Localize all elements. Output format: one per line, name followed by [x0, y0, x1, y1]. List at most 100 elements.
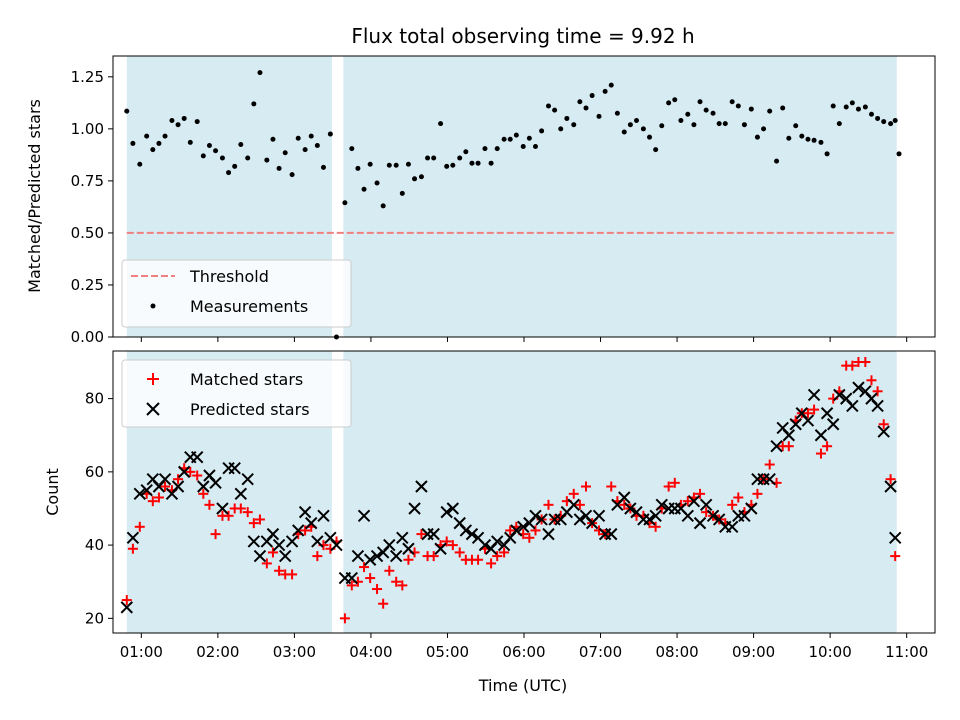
measurement-point — [418, 174, 424, 180]
measurement-point — [647, 134, 653, 140]
matched-star-point — [300, 525, 311, 536]
predicted-star-point — [434, 542, 447, 555]
predicted-star-point — [266, 527, 280, 541]
predicted-stars-points — [120, 381, 902, 614]
measurement-point — [710, 110, 716, 116]
x-axis-label: Time (UTC) — [478, 676, 567, 695]
measurement-point — [621, 129, 627, 135]
measurement-point — [232, 163, 238, 169]
measurement-point — [552, 107, 558, 113]
matched-star-point — [505, 525, 516, 536]
measurement-point — [295, 135, 301, 141]
matched-star-point — [669, 477, 680, 488]
measurement-point — [716, 121, 722, 127]
measurement-point — [469, 160, 475, 166]
predicted-star-point — [247, 535, 261, 548]
matched-star-point — [663, 481, 674, 492]
measurement-point — [892, 118, 898, 124]
measurement-point — [264, 157, 270, 163]
matched-star-point — [530, 525, 541, 536]
predicted-star-point — [330, 538, 343, 552]
predicted-star-point — [687, 494, 701, 508]
matched-star-point — [147, 496, 158, 507]
predicted-star-point — [782, 429, 796, 442]
matched-star-point — [847, 360, 858, 371]
matched-star-point — [524, 532, 535, 543]
matched-star-point — [727, 499, 738, 510]
measurement-point — [130, 140, 136, 146]
top-y-tick-label: 0.50 — [71, 224, 104, 242]
matched-star-point — [287, 569, 298, 580]
measurement-point — [748, 106, 754, 112]
matched-star-point — [878, 419, 889, 430]
matched-star-point — [492, 551, 503, 562]
predicted-star-point — [706, 509, 720, 523]
measurement-point — [374, 180, 380, 186]
measurement-point — [761, 126, 767, 132]
predicted-star-point — [535, 513, 548, 526]
predicted-star-point — [529, 509, 542, 523]
measurement-point — [475, 160, 481, 166]
measurement-point — [520, 144, 526, 150]
predicted-star-point — [241, 472, 254, 486]
predicted-star-point — [491, 535, 504, 548]
matched-star-point — [815, 448, 826, 459]
measurement-point — [494, 146, 500, 152]
measurement-point — [488, 160, 494, 166]
measurement-point — [659, 123, 665, 129]
measurement-point — [881, 119, 887, 125]
predicted-star-point — [846, 399, 859, 413]
matched-star-point — [274, 565, 285, 576]
predicted-star-point — [871, 399, 884, 413]
measurement-point — [786, 135, 792, 141]
bottom-y-ticks: 20 40 60 80 — [85, 390, 113, 627]
measurement-point — [444, 163, 450, 169]
bottom-legend: Matched stars Predicted stars — [121, 359, 352, 428]
matched-star-point — [866, 375, 877, 386]
measurement-point — [187, 139, 193, 145]
matched-star-point — [339, 613, 350, 624]
matched-star-point — [121, 595, 132, 606]
matched-star-point — [223, 510, 234, 521]
measurement-point — [843, 104, 849, 110]
predicted-star-point — [120, 601, 133, 614]
measurement-point — [741, 122, 747, 128]
matched-star-point — [160, 481, 171, 492]
measurement-point — [482, 146, 488, 152]
measurement-point — [194, 119, 200, 125]
x-tick-label: 10:00 — [809, 643, 852, 661]
predicted-star-point — [351, 549, 365, 563]
measurement-point — [811, 137, 817, 143]
predicted-star-point — [272, 538, 286, 552]
measurement-point — [361, 186, 367, 192]
measurement-point — [137, 161, 143, 167]
measurement-point — [282, 150, 288, 156]
matched-star-point — [454, 547, 465, 558]
predicted-star-point — [402, 542, 415, 555]
predicted-star-point — [408, 502, 421, 515]
predicted-star-point — [345, 571, 359, 585]
matched-star-point — [606, 481, 617, 492]
top-y-tick-label: 0.75 — [71, 172, 104, 190]
measurement-point — [672, 97, 678, 103]
measurement-point — [875, 115, 881, 121]
chart-title: Flux total observing time = 9.92 h — [351, 24, 694, 48]
matched-star-point — [242, 507, 253, 518]
measurement-point — [386, 162, 392, 168]
matched-star-point — [397, 580, 408, 591]
top-shaded-intervals — [126, 56, 897, 337]
measurement-point — [754, 134, 760, 140]
measurement-point — [349, 146, 355, 152]
top-y-tick-label: 1.25 — [71, 68, 104, 86]
predicted-star-point — [440, 505, 453, 519]
measurement-point — [513, 132, 519, 138]
top-y-axis-label: Matched/Predicted stars — [25, 99, 44, 293]
measurement-point — [501, 136, 507, 142]
top-panel: 0.00 0.25 0.50 0.75 1.00 1.25 Flux total obse… — [25, 24, 936, 346]
measurement-point — [666, 100, 672, 106]
measurement-point — [399, 190, 405, 196]
predicted-star-point — [228, 461, 241, 475]
measurement-point — [526, 135, 532, 141]
predicted-star-point — [763, 472, 776, 486]
